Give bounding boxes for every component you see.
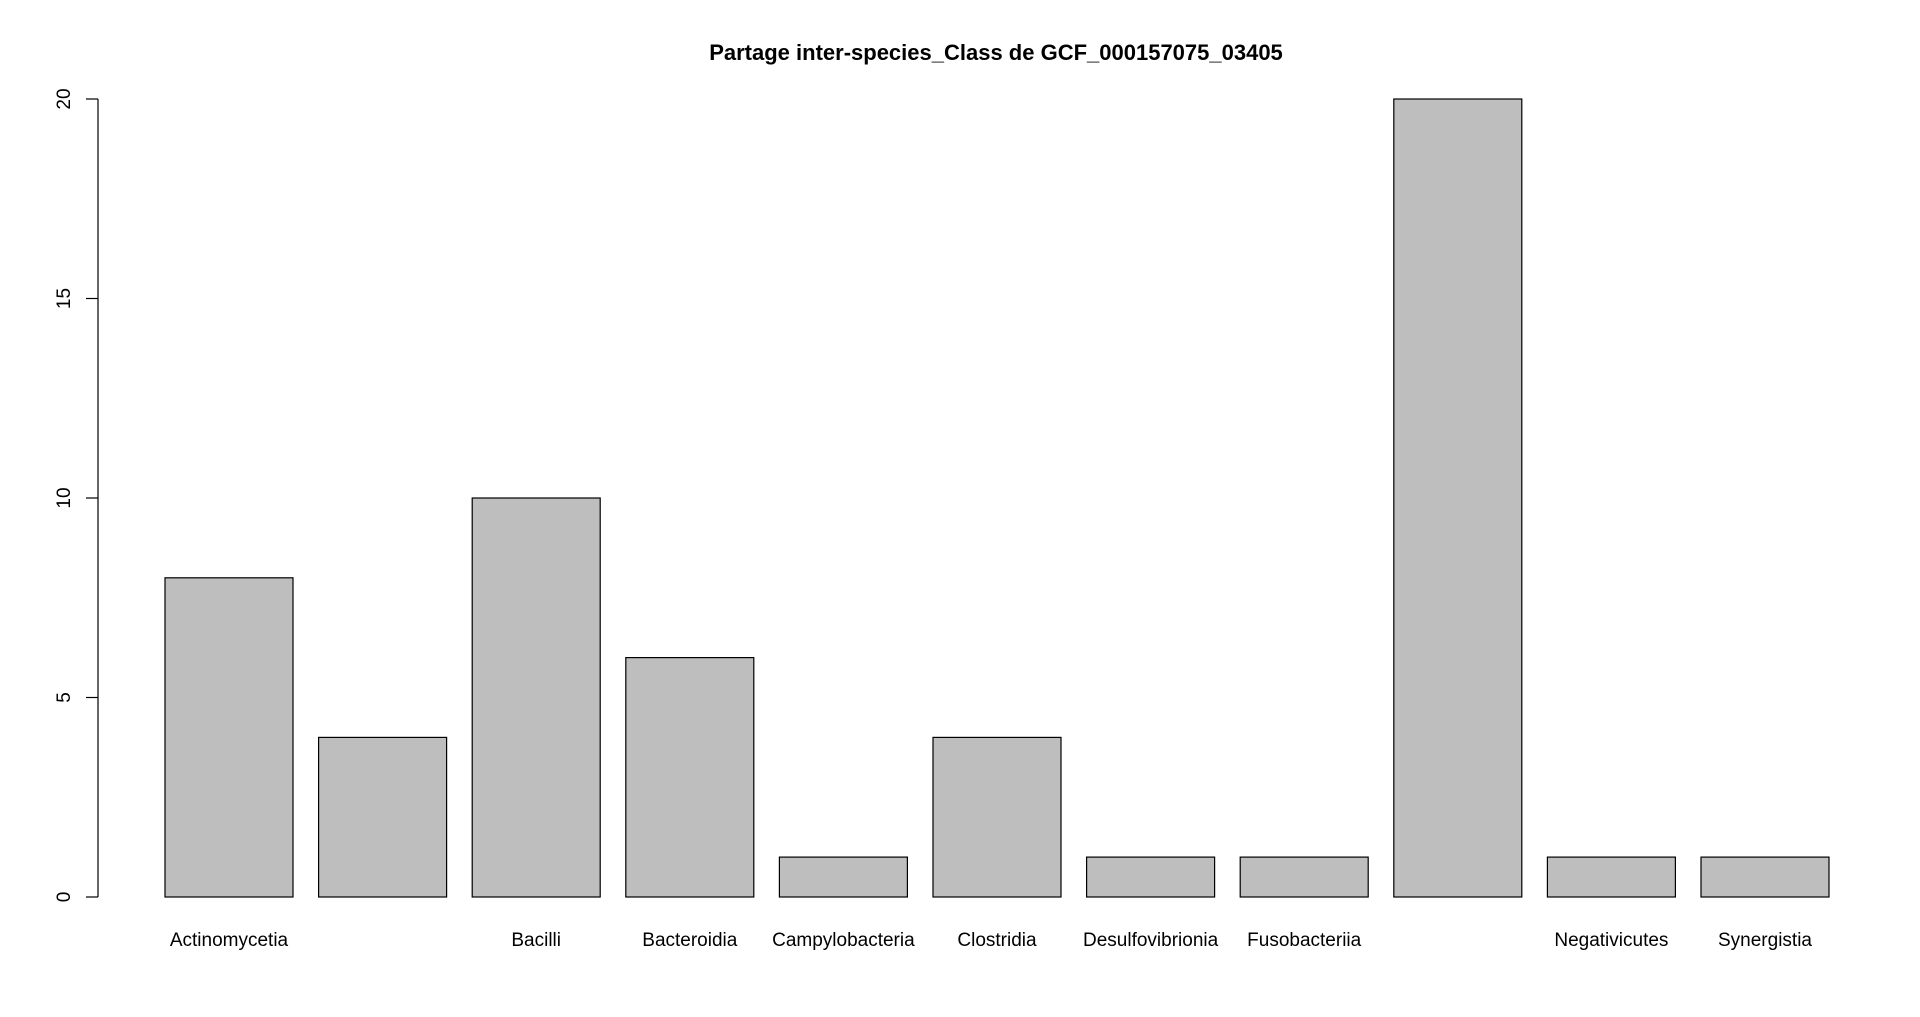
bars: [164, 98, 1830, 898]
bar: [932, 736, 1062, 898]
y-tick-label: 10: [54, 487, 75, 508]
x-category-label: Actinomycetia: [170, 930, 289, 951]
bar: [625, 656, 755, 898]
x-category-label: Bacilli: [511, 930, 561, 951]
chart-title: Partage inter-species_Class de GCF_00015…: [709, 40, 1283, 65]
bar: [1393, 98, 1523, 898]
bar: [471, 497, 601, 898]
bar: [1085, 856, 1216, 898]
bar: [318, 736, 448, 898]
x-category-label: Negativicutes: [1554, 930, 1668, 951]
x-category-label: Campylobacteria: [772, 930, 915, 951]
y-tick-label: 15: [54, 288, 75, 309]
bar: [1239, 856, 1369, 898]
y-tick-label: 20: [54, 88, 75, 109]
x-category-label: Clostridia: [957, 930, 1037, 951]
x-category-label: Bacteroidia: [642, 930, 737, 951]
y-tick-label: 5: [54, 692, 75, 703]
x-axis-labels: Actinomycetia Bacilli Bacteroidia Campyloba…: [170, 930, 1813, 951]
y-tick-label: 0: [54, 892, 75, 903]
x-category-label: Synergistia: [1718, 930, 1812, 951]
y-axis: 0 5 10 15 20: [54, 88, 99, 903]
bar: [1546, 856, 1677, 898]
bar: [778, 856, 909, 898]
x-category-label: Fusobacteriia: [1247, 930, 1361, 951]
bar: [164, 577, 294, 898]
x-category-label: Desulfovibrionia: [1083, 930, 1219, 951]
bar: [1700, 856, 1830, 898]
